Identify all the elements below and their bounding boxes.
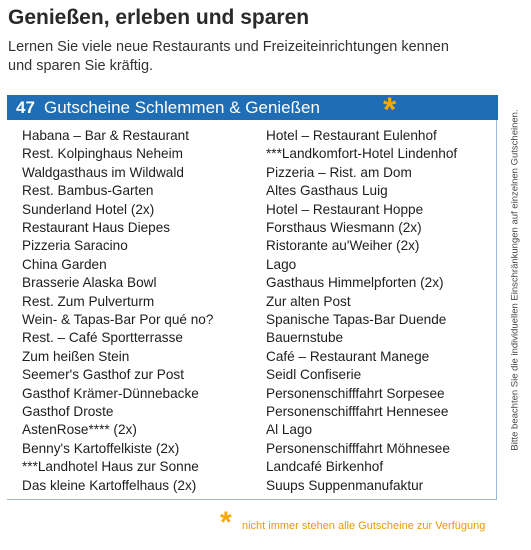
restaurant-item: Suups Suppenmanufaktur	[266, 477, 424, 493]
restaurant-item: Bauernstube	[266, 330, 344, 346]
intro-line: Lernen Sie viele neue Restaurants und Fr…	[8, 39, 449, 55]
restaurant-item: Altes Gasthaus Luig	[266, 183, 388, 199]
restaurant-item: Das kleine Kartoffelhaus (2x)	[22, 477, 197, 493]
list-frame	[7, 95, 497, 500]
restaurant-item: Personenschifffahrt Möhnesee	[266, 440, 450, 456]
footnote: nicht immer stehen alle Gutscheine zur V…	[242, 520, 486, 532]
restaurant-item: Gasthaus Himmelpforten (2x)	[266, 275, 444, 291]
restaurant-item: Personenschifffahrt Hennesee	[266, 404, 449, 419]
banner: 47 Gutscheine Schlemmen & Genießen *	[7, 91, 498, 129]
restaurant-item: Pizzeria – Rist. am Dom	[266, 164, 412, 180]
voucher-count: 47	[16, 98, 35, 117]
restaurant-item: Hotel – Restaurant Eulenhof	[266, 128, 437, 143]
restaurant-item: China Garden	[22, 256, 107, 272]
banner-title: Gutscheine Schlemmen & Genießen	[44, 98, 320, 117]
restaurant-item: Waldgasthaus im Wildwald	[22, 164, 184, 180]
restaurant-item: Al Lago	[266, 422, 313, 438]
restaurant-item: ***Landkomfort-Hotel Lindenhof	[266, 146, 458, 162]
restaurant-item: Café – Restaurant Manege	[266, 348, 430, 364]
restaurant-item: ***Landhotel Haus zur Sonne	[22, 459, 199, 475]
restaurant-item: Zur alten Post	[266, 293, 351, 309]
restaurant-item: Hotel – Restaurant Hoppe	[266, 201, 424, 217]
restaurant-item: Landcafé Birkenhof	[266, 459, 384, 475]
restaurant-item: Gasthof Droste	[22, 404, 114, 419]
restaurant-item: Seidl Confiserie	[266, 367, 362, 383]
restaurant-item: Benny's Kartoffelkiste (2x)	[22, 440, 180, 456]
title: Genießen, erleben und sparen	[8, 6, 310, 29]
restaurant-item: Rest. – Café Sportterrasse	[22, 330, 183, 346]
asterisk: *	[220, 506, 232, 539]
asterisk: *	[383, 91, 397, 129]
restaurant-item: Gasthof Krämer-Dünnebacke	[22, 385, 199, 401]
side-note: Bitte beachten Sie die individuellen Ein…	[509, 109, 521, 451]
restaurant-item: Brasserie Alaska Bowl	[22, 275, 157, 291]
restaurant-item: Lago	[266, 256, 297, 272]
restaurant-item: Ristorante au'Weiher (2x)	[266, 238, 420, 254]
restaurant-item: Personenschifffahrt Sorpesee	[266, 385, 445, 401]
restaurant-item: Habana – Bar & Restaurant	[22, 128, 190, 143]
restaurant-item: AstenRose**** (2x)	[22, 422, 137, 438]
restaurant-item: Zum heißen Stein	[22, 348, 130, 364]
restaurant-item: Sunderland Hotel (2x)	[22, 201, 155, 217]
restaurant-item: Rest. Kolpinghaus Neheim	[22, 146, 183, 162]
restaurant-item: Wein- & Tapas-Bar Por qué no?	[22, 312, 214, 327]
restaurant-item: Forsthaus Wiesmann (2x)	[266, 220, 422, 235]
intro-line: und sparen Sie kräftig.	[8, 58, 154, 74]
restaurant-item: Restaurant Haus Diepes	[22, 220, 171, 235]
restaurant-item: Spanische Tapas-Bar Duende	[266, 312, 447, 327]
restaurant-item: Pizzeria Saracino	[22, 238, 128, 254]
restaurant-item: Rest. Zum Pulverturm	[22, 293, 155, 309]
restaurant-item: Rest. Bambus-Garten	[22, 183, 154, 199]
restaurant-item: Seemer's Gasthof zur Post	[22, 367, 185, 383]
